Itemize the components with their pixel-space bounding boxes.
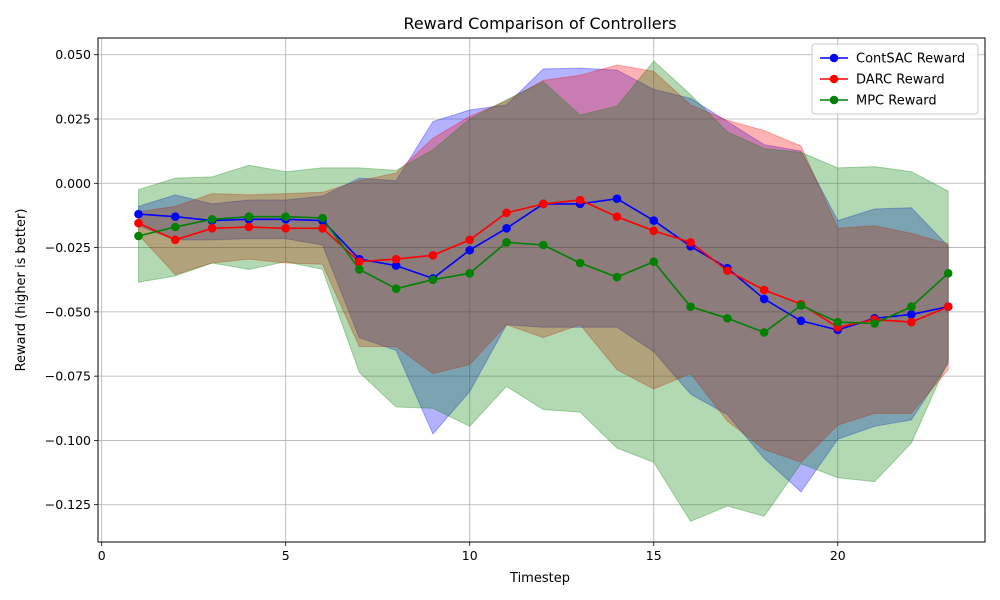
mpc-reward-point: [207, 214, 217, 224]
y-tick-label: −0.050: [45, 304, 91, 319]
darc-reward-point: [575, 195, 585, 205]
x-tick-label: 0: [98, 548, 106, 563]
mpc-reward-point: [723, 313, 732, 323]
series-markers: [134, 194, 953, 337]
x-tick-label: 15: [646, 548, 662, 563]
x-axis-ticks: 0 5 10 15 20: [98, 542, 846, 563]
legend-label-mpc-reward: MPC Reward: [856, 94, 937, 109]
contsac-reward-point: [649, 216, 659, 225]
mpc-reward-point: [318, 213, 327, 223]
legend-marker-darc-reward: [829, 74, 839, 84]
mpc-reward-point: [428, 275, 438, 285]
darc-reward-point: [465, 235, 475, 245]
mpc-reward-point: [134, 231, 143, 241]
darc-reward-point: [318, 223, 327, 233]
contsac-reward-point: [465, 245, 475, 255]
darc-reward-point: [428, 250, 438, 260]
x-tick-label: 5: [282, 548, 290, 563]
mpc-reward-point: [612, 272, 622, 282]
darc-reward-point: [649, 226, 659, 236]
legend-label-darc-reward: DARC Reward: [856, 73, 945, 88]
y-tick-label: −0.125: [45, 497, 91, 512]
mpc-reward-point: [391, 284, 401, 294]
mpc-reward-point: [465, 268, 475, 278]
mpc-reward-point: [355, 265, 364, 274]
y-axis-label: Reward (higher is better): [14, 209, 29, 372]
darc-reward-point: [355, 257, 364, 267]
legend-box: [811, 43, 979, 115]
mpc-reward-point: [575, 258, 585, 268]
darc-reward-point: [723, 266, 732, 276]
y-tick-label: 0.000: [55, 176, 91, 191]
darc-reward-point: [207, 223, 217, 233]
mpc-reward-point: [170, 222, 180, 232]
y-tick-label: 0.025: [55, 112, 91, 127]
contsac-reward-point: [796, 316, 806, 326]
mpc-reward-point: [244, 212, 254, 222]
contsac-reward-point: [134, 209, 143, 219]
mpc-reward-point: [649, 257, 659, 267]
darc-reward-point: [134, 218, 143, 228]
darc-reward-point: [281, 223, 291, 233]
mpc-reward-point: [686, 302, 695, 312]
x-axis-label: Timestep: [509, 571, 570, 586]
legend-marker-mpc-reward: [829, 95, 839, 105]
mpc-reward-point: [539, 240, 548, 250]
mpc-reward-point: [281, 212, 291, 222]
contsac-reward-point: [759, 294, 769, 304]
legend-label-contsac-reward: ContSAC Reward: [856, 52, 965, 67]
mpc-reward-point: [796, 301, 806, 310]
darc-reward-point: [612, 212, 622, 222]
plot-frame: [97, 37, 986, 543]
y-tick-label: −0.100: [45, 433, 91, 448]
legend: ContSAC Reward DARC Reward MPC Reward: [811, 43, 979, 115]
mpc-reward-band: [138, 60, 949, 523]
darc-reward-point: [244, 222, 254, 232]
y-axis-ticks: 0.050 0.025 0.000 −0.025 −0.050 −0.075 −0.100 −…: [45, 47, 98, 512]
mpc-reward-point: [907, 302, 916, 312]
x-tick-label: 10: [462, 548, 478, 563]
contsac-reward-point: [170, 212, 180, 222]
darc-reward-point: [686, 238, 695, 247]
contsac-reward-point: [391, 261, 401, 270]
mpc-reward-point: [502, 238, 511, 247]
darc-reward-point: [759, 285, 769, 295]
mpc-reward-point: [759, 328, 769, 337]
darc-reward-point: [170, 235, 180, 245]
contsac-reward-band: [138, 67, 949, 493]
mpc-reward-point: [833, 317, 843, 327]
y-tick-label: 0.050: [55, 47, 91, 62]
darc-reward-point: [539, 199, 548, 209]
darc-reward-point: [907, 317, 916, 327]
grid-lines: [98, 38, 985, 542]
mpc-reward-point: [870, 319, 879, 328]
y-tick-label: −0.025: [45, 240, 91, 255]
darc-reward-band: [138, 64, 949, 463]
legend-marker-contsac-reward: [829, 53, 839, 63]
darc-reward-point: [502, 208, 511, 218]
y-tick-label: −0.075: [45, 369, 91, 384]
contsac-reward-point: [612, 194, 622, 204]
darc-reward-point: [391, 254, 401, 264]
x-tick-label: 20: [830, 548, 846, 563]
chart-title: Reward Comparison of Controllers: [403, 14, 676, 33]
mpc-reward-point: [943, 268, 953, 278]
darc-reward-point: [943, 302, 953, 312]
confidence-bands: [138, 60, 949, 523]
contsac-reward-point: [502, 223, 511, 233]
contsac-reward-point: [907, 310, 916, 319]
